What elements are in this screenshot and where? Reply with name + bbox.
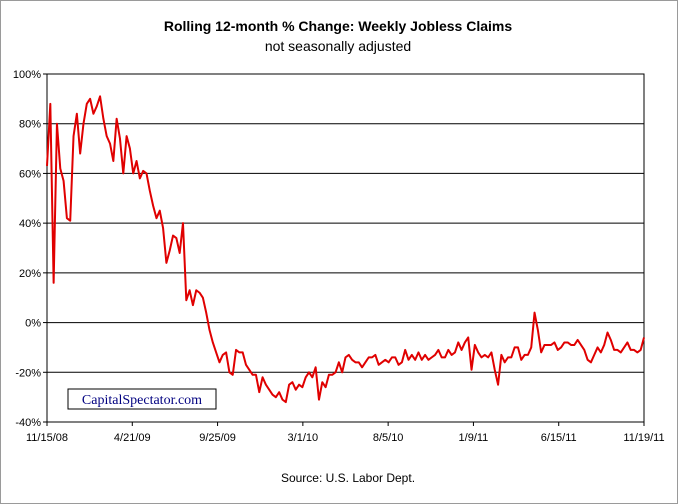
series-line — [46, 95, 645, 404]
y-tick-label: 100% — [13, 69, 41, 81]
x-tick-label: 4/21/09 — [114, 432, 151, 444]
plot-area — [46, 73, 645, 423]
x-tick-label: 11/19/11 — [623, 432, 664, 444]
x-tick-label: 11/15/08 — [26, 432, 68, 444]
chart-title: Rolling 12-month % Change: Weekly Jobles… — [164, 18, 512, 34]
x-tick-label: 1/9/11 — [459, 432, 489, 444]
watermark-text: CapitalSpectator.com — [82, 393, 202, 408]
y-tick-label: -40% — [15, 417, 41, 429]
y-tick-label: 80% — [19, 119, 41, 131]
y-tick-label: -20% — [15, 367, 41, 379]
y-tick-label: 40% — [19, 218, 41, 230]
x-tick-label: 3/1/10 — [288, 432, 319, 444]
y-axis: 100% 80% 60% 40% 20% 0% -20% -40% — [13, 69, 47, 429]
chart-subtitle: not seasonally adjusted — [265, 38, 411, 54]
series-group — [46, 95, 645, 404]
y-tick-label: 20% — [19, 268, 41, 280]
x-tick-label: 8/5/10 — [373, 432, 404, 444]
y-tick-label: 60% — [19, 168, 41, 180]
y-tick-label: 0% — [25, 318, 41, 330]
source-label: Source: U.S. Labor Dept. — [281, 471, 415, 485]
x-axis: 11/15/08 4/21/09 9/25/09 3/1/10 8/5/10 1/9/11… — [26, 422, 665, 444]
x-tick-label: 6/15/11 — [541, 432, 577, 444]
x-tick-label: 9/25/09 — [199, 432, 236, 444]
watermark-box — [67, 388, 217, 410]
